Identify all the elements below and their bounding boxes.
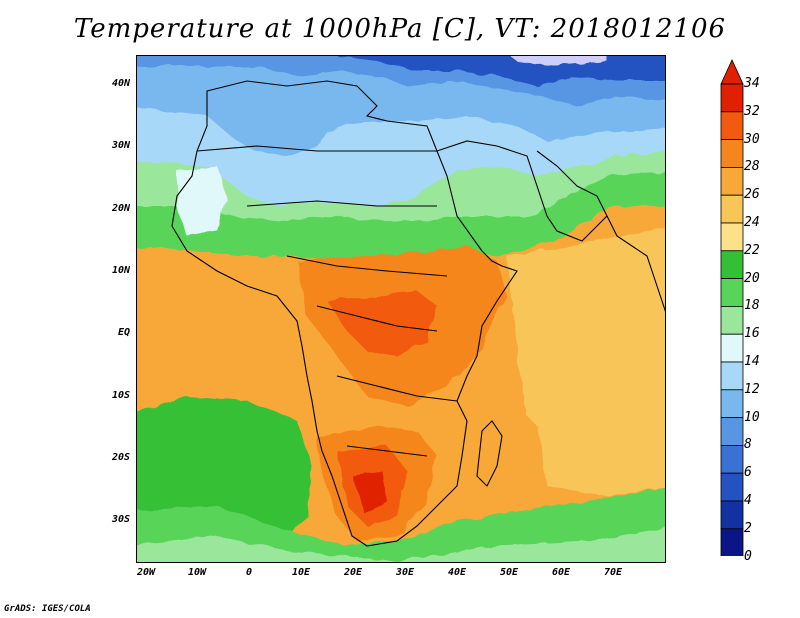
colorbar-band-18-20: [720, 278, 744, 307]
lat-label-30n: 30N: [111, 140, 130, 151]
field-4-6-north: [337, 56, 665, 86]
field-18-20-south: [137, 488, 665, 562]
lon-label-70e: 70E: [603, 567, 623, 578]
colorbar-band-16-18: [720, 305, 744, 335]
colorbar-label: 30: [744, 131, 760, 147]
colorbar-band-20-22: [720, 250, 744, 280]
field-24-26-south-indian: [537, 407, 665, 496]
colorbar-band-32-34: [720, 83, 744, 113]
colorbar-label: 8: [744, 437, 752, 453]
lat-label-eq: EQ: [117, 327, 130, 338]
footer-credit: GrADS: IGES/COLA: [4, 604, 91, 614]
colorbar-band-22-24: [720, 222, 744, 252]
colorbar-band-2-4: [720, 500, 744, 530]
lon-label-60e: 60E: [551, 567, 571, 578]
colorbar-band-30-32: [720, 111, 744, 140]
field-above-32-south: [352, 471, 387, 516]
lon-label-10w: 10W: [187, 567, 207, 578]
colorbar-band-above-32: [720, 59, 744, 85]
colorbar-band-24-26: [720, 194, 744, 224]
lat-label-20n: 20N: [111, 203, 130, 214]
colorbar-band-14-16: [720, 333, 744, 363]
colorbar-label: 34: [744, 76, 760, 91]
border-line-6: [346, 445, 428, 457]
colorbar-band-26-28: [720, 167, 744, 196]
colorbar-label: 14: [744, 354, 760, 369]
border-line-2: [246, 200, 437, 207]
colorbar-label: 26: [744, 187, 760, 203]
colorbar-label: 10: [744, 409, 760, 425]
colorbar-band-28-30: [720, 139, 744, 168]
colorbar: [720, 59, 744, 556]
colorbar-label: 32: [744, 103, 760, 119]
border-line-3: [286, 255, 448, 277]
colorbar-label: 12: [744, 381, 760, 397]
lon-label-0: 0: [245, 567, 253, 578]
colorbar-label: 28: [744, 159, 760, 175]
lat-label-10n: 10N: [111, 265, 130, 276]
arabia-coast: [436, 140, 608, 242]
lat-label-40n: 40N: [111, 78, 130, 89]
colorbar-label: 20: [744, 270, 760, 286]
plot-title: Temperature at 1000hPa [C], VT: 20180121…: [73, 14, 727, 44]
colorbar-label: 2: [744, 520, 752, 536]
lon-label-20w: 20W: [136, 567, 156, 578]
field-16-18-south: [137, 528, 665, 562]
africa-coast: [171, 80, 518, 547]
field-14-16-sahara: [177, 166, 227, 236]
colorbar-label: 16: [744, 326, 760, 342]
colorbar-label: 18: [744, 298, 760, 314]
india-coast: [606, 215, 665, 312]
colorbar-label: 0: [744, 548, 752, 564]
lon-label-10e: 10E: [291, 567, 311, 578]
madagascar-coast: [476, 420, 503, 487]
field-below-0: [510, 56, 607, 66]
temperature-field: [137, 56, 665, 562]
temperature-map: [136, 55, 666, 563]
border-line-4: [316, 305, 438, 332]
field-24-26-indian-ocean: [507, 228, 665, 456]
lon-label-30e: 30E: [395, 567, 415, 578]
colorbar-band-6-8: [720, 444, 744, 474]
lat-label-30s: 30S: [111, 514, 130, 525]
colorbar-band-4-6: [720, 472, 744, 502]
border-line-1: [196, 145, 437, 152]
colorbar-label: 24: [744, 215, 760, 230]
lon-label-50e: 50E: [499, 567, 519, 578]
field-30-32-central: [327, 291, 437, 356]
lat-label-10s: 10S: [111, 390, 130, 401]
coastlines: [171, 80, 665, 547]
lat-label-20s: 20S: [111, 452, 130, 463]
lon-label-20e: 20E: [343, 567, 363, 578]
colorbar-band-0-2: [720, 528, 744, 556]
colorbar-band-10-12: [720, 389, 744, 418]
colorbar-band-12-14: [720, 361, 744, 391]
lon-label-40e: 40E: [447, 567, 467, 578]
colorbar-label: 4: [744, 493, 752, 508]
border-line-5: [336, 375, 458, 402]
colorbar-label: 22: [744, 242, 760, 258]
colorbar-label: 6: [744, 465, 752, 481]
colorbar-band-8-10: [720, 417, 744, 446]
